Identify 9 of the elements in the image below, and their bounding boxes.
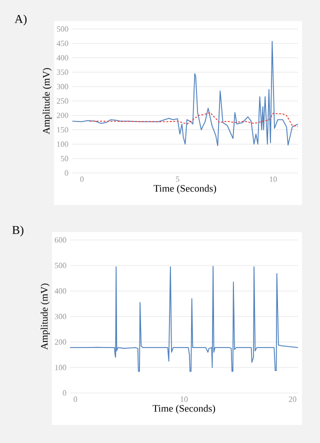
chart-title: A) xyxy=(14,14,27,26)
x-axis-title: Time (Seconds) xyxy=(152,404,216,414)
y-axis-title: Amplitude (mV) xyxy=(42,68,52,134)
line-series xyxy=(72,40,298,146)
chart-title: B) xyxy=(12,226,24,236)
y-axis-title: Amplitude (mV) xyxy=(40,284,50,350)
line-series xyxy=(89,112,298,127)
x-axis-title: Time (Seconds) xyxy=(154,184,216,194)
line-series xyxy=(70,266,298,372)
